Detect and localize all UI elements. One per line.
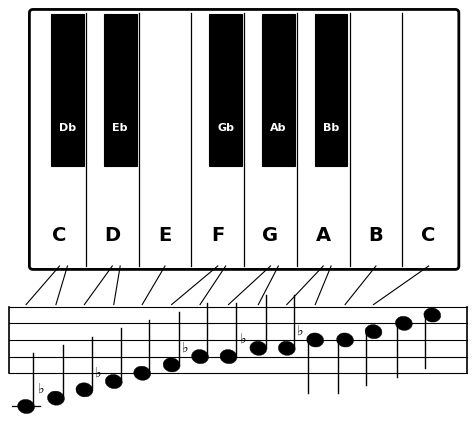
Ellipse shape xyxy=(395,316,412,330)
Text: ♭: ♭ xyxy=(240,332,246,346)
Text: A: A xyxy=(316,226,331,245)
Ellipse shape xyxy=(18,399,35,414)
Ellipse shape xyxy=(424,308,441,322)
Text: Gb: Gb xyxy=(217,123,234,133)
Ellipse shape xyxy=(365,325,382,339)
Text: ♭: ♭ xyxy=(297,324,303,338)
Ellipse shape xyxy=(307,333,324,347)
FancyBboxPatch shape xyxy=(29,9,459,269)
Text: Ab: Ab xyxy=(270,123,287,133)
Text: G: G xyxy=(263,226,279,245)
Ellipse shape xyxy=(134,366,151,380)
Ellipse shape xyxy=(105,375,122,389)
Text: ♭: ♭ xyxy=(182,341,188,354)
Ellipse shape xyxy=(250,341,267,355)
Bar xyxy=(262,14,295,166)
Text: ♭: ♭ xyxy=(37,382,44,396)
Text: B: B xyxy=(369,226,383,245)
Text: C: C xyxy=(421,226,436,245)
Text: C: C xyxy=(52,226,67,245)
Text: F: F xyxy=(211,226,224,245)
Ellipse shape xyxy=(191,350,209,364)
Text: E: E xyxy=(158,226,172,245)
Ellipse shape xyxy=(163,358,180,372)
Bar xyxy=(104,14,137,166)
Bar xyxy=(51,14,84,166)
Ellipse shape xyxy=(337,333,354,347)
Text: Db: Db xyxy=(59,123,76,133)
Text: Bb: Bb xyxy=(323,123,339,133)
Ellipse shape xyxy=(76,383,93,397)
Ellipse shape xyxy=(220,350,237,364)
Ellipse shape xyxy=(47,391,64,405)
Text: Eb: Eb xyxy=(112,123,128,133)
Text: ♭: ♭ xyxy=(95,366,101,379)
Bar xyxy=(210,14,242,166)
Text: D: D xyxy=(104,226,120,245)
Bar xyxy=(315,14,347,166)
Ellipse shape xyxy=(278,341,295,355)
